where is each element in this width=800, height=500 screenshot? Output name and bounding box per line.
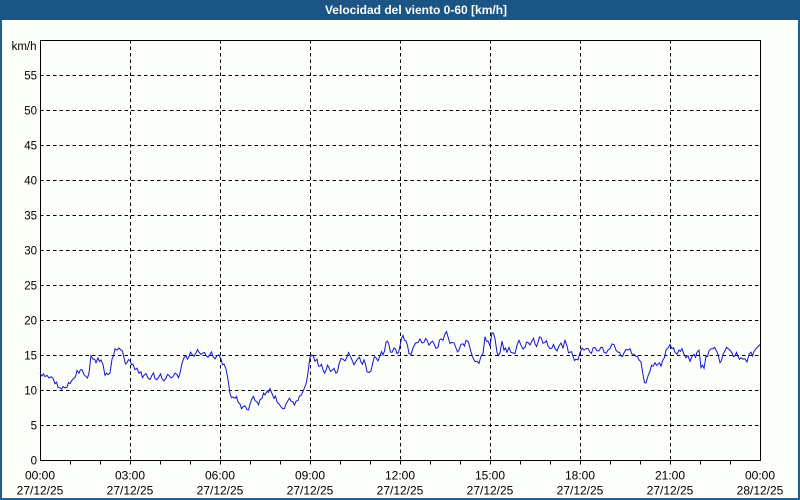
svg-text:09:00: 09:00 [295,469,325,483]
svg-text:00:00: 00:00 [745,469,775,483]
svg-text:27/12/25: 27/12/25 [467,484,514,498]
svg-text:0: 0 [31,456,37,468]
svg-text:15:00: 15:00 [475,469,505,483]
svg-text:55: 55 [24,71,37,83]
svg-text:27/12/25: 27/12/25 [647,484,694,498]
svg-text:27/12/25: 27/12/25 [377,484,424,498]
svg-text:03:00: 03:00 [115,469,145,483]
svg-text:25: 25 [24,281,37,293]
svg-text:21:00: 21:00 [655,469,685,483]
svg-text:30: 30 [24,246,37,258]
svg-text:28/12/25: 28/12/25 [737,484,784,498]
svg-text:27/12/25: 27/12/25 [197,484,244,498]
svg-text:00:00: 00:00 [25,469,55,483]
svg-text:40: 40 [24,176,37,188]
svg-text:27/12/25: 27/12/25 [557,484,604,498]
svg-text:20: 20 [24,316,37,328]
svg-text:18:00: 18:00 [565,469,595,483]
svg-text:06:00: 06:00 [205,469,235,483]
svg-text:15: 15 [24,351,37,363]
svg-text:27/12/25: 27/12/25 [17,484,64,498]
svg-text:10: 10 [24,386,37,398]
svg-text:45: 45 [24,141,37,153]
svg-text:27/12/25: 27/12/25 [107,484,154,498]
svg-text:27/12/25: 27/12/25 [287,484,334,498]
svg-text:12:00: 12:00 [385,469,415,483]
svg-text:35: 35 [24,211,37,223]
svg-text:50: 50 [24,106,37,118]
svg-text:km/h: km/h [12,41,37,53]
svg-text:5: 5 [31,421,37,433]
